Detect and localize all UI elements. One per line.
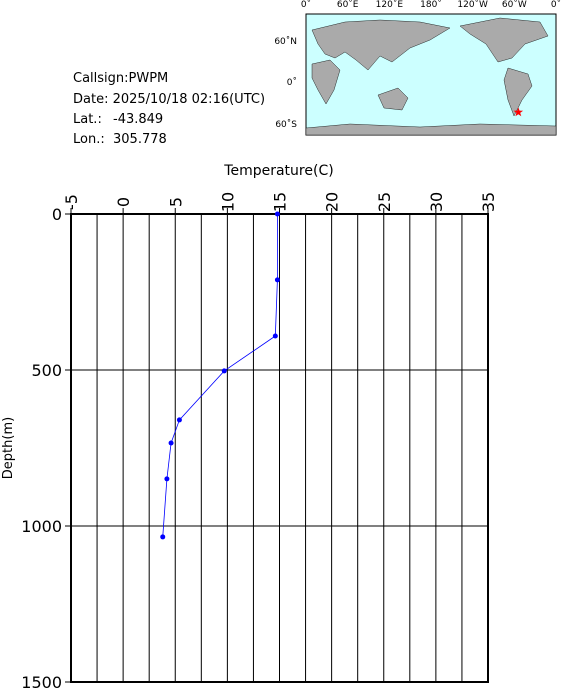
station-marker: [513, 107, 524, 117]
map-lon-label: 120˚W: [457, 0, 488, 10]
x-tick-label: 5: [166, 197, 185, 207]
map-eurasia: [311, 19, 451, 71]
y-tick-label: 500: [31, 361, 62, 380]
x-tick-label: 30: [427, 192, 446, 212]
map-lat-label: 0˚: [287, 77, 297, 88]
map-antarctica: [305, 123, 557, 136]
callsign: Callsign:PWPM: [73, 71, 168, 86]
lat-label: Lat.:: [73, 112, 102, 127]
date: Date: 2025/10/18 02:16(UTC): [73, 92, 265, 107]
lon-label: Lon.:: [73, 132, 105, 147]
data-point: [168, 440, 174, 446]
map-lon-label: 0˚: [301, 0, 311, 10]
map-lat-label: 60˚S: [275, 119, 297, 130]
map-africa: [311, 59, 341, 105]
x-tick-label: -5: [62, 194, 81, 210]
map-lon-label: 180˚: [420, 0, 442, 10]
map-south-america: [503, 67, 533, 117]
x-tick-label: 15: [271, 192, 290, 212]
map-australia: [377, 87, 409, 111]
map-lat-label: 60˚N: [274, 36, 297, 47]
y-tick-label: 0: [52, 205, 62, 224]
map-lon-label: 60˚W: [502, 0, 527, 10]
data-point: [164, 476, 170, 482]
y-tick-label: 1000: [21, 517, 62, 536]
y-axis-title: Depth(m): [1, 417, 16, 479]
lon-value: 305.778: [113, 132, 167, 147]
data-point: [272, 333, 278, 339]
profile-line: [162, 214, 278, 537]
x-tick-label: 0: [114, 197, 133, 207]
data-point: [274, 211, 280, 217]
data-point: [221, 368, 227, 374]
data-point: [274, 277, 280, 283]
data-point: [176, 417, 182, 423]
map-lon-label: 0˚: [551, 0, 561, 10]
x-tick-label: 10: [218, 192, 237, 212]
x-axis-title: Temperature(C): [223, 163, 333, 179]
y-tick-label: 1500: [21, 673, 62, 690]
lat-value: -43.849: [113, 112, 163, 127]
data-point: [160, 534, 166, 540]
map-lon-label: 120˚E: [376, 0, 404, 10]
map-lon-label: 60˚E: [337, 0, 359, 10]
x-tick-label: 20: [323, 192, 342, 212]
map-north-america: [459, 17, 549, 63]
x-tick-label: 25: [375, 192, 394, 212]
x-tick-label: 35: [479, 192, 498, 212]
map: [305, 13, 557, 136]
